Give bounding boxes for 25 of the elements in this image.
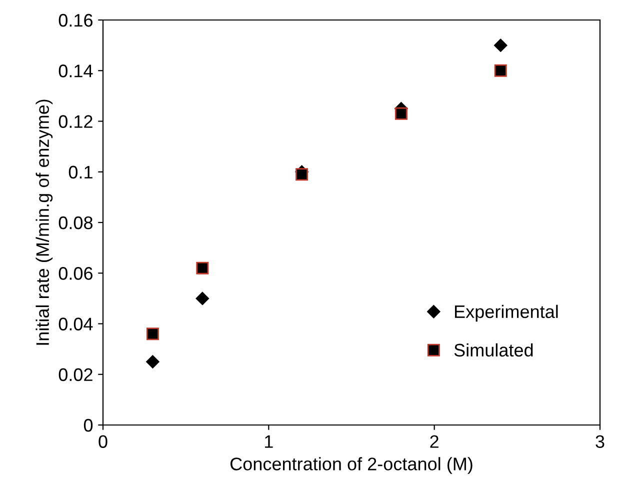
y-tick-label: 0.12 xyxy=(58,115,92,128)
legend-label: Simulated xyxy=(454,343,533,357)
x-tick-label: 1 xyxy=(265,435,273,448)
point xyxy=(146,328,159,340)
legend-label: Experimental xyxy=(455,304,558,322)
x-tick-label: 2 xyxy=(430,435,438,448)
point xyxy=(196,262,209,274)
y-tick-label: 0.02 xyxy=(58,368,92,382)
x-tick-label: 0 xyxy=(98,435,108,448)
y-tick-label: 0.06 xyxy=(58,267,92,280)
x-axis-title: Concentration of 2-octanol (M) xyxy=(230,457,472,474)
point xyxy=(394,107,408,120)
y-tick-label: 0.08 xyxy=(58,216,92,230)
y-tick-label: 0.04 xyxy=(58,318,93,330)
y-tick-label: 0.14 xyxy=(58,64,93,78)
point xyxy=(494,64,507,77)
x-tick-label: 3 xyxy=(596,435,604,448)
point xyxy=(494,38,508,52)
point xyxy=(146,355,160,368)
y-tick-label: 0.16 xyxy=(58,14,92,27)
point xyxy=(196,292,209,306)
y-tick-label: 0.1 xyxy=(68,166,92,179)
y-axis-title: Initial rate (M/min.g of enzyme) xyxy=(36,100,53,345)
point xyxy=(296,168,308,181)
y-tick-label: 0 xyxy=(84,418,93,432)
